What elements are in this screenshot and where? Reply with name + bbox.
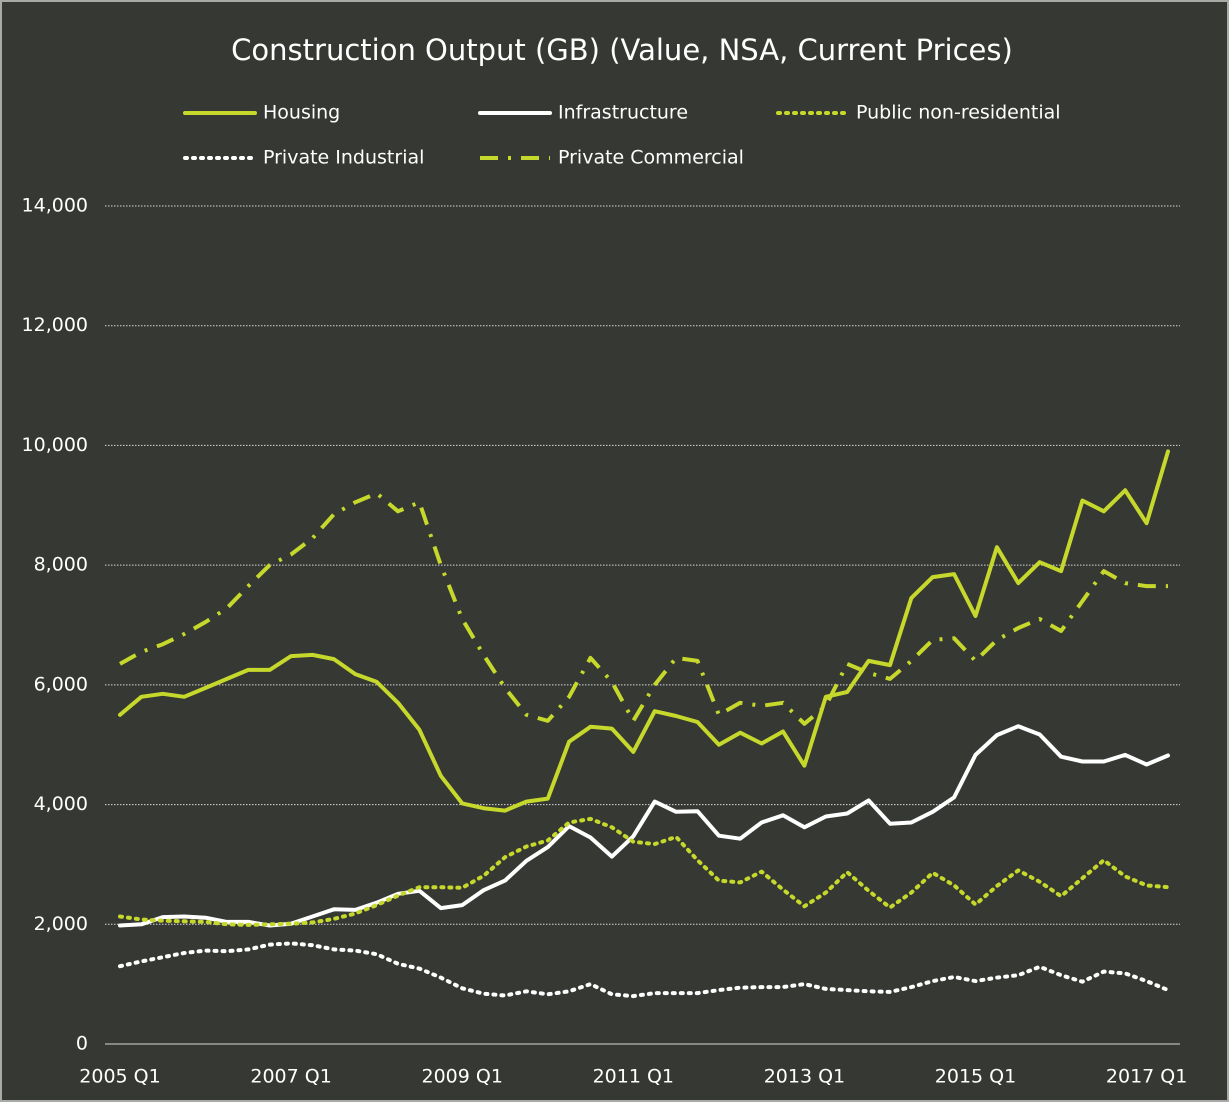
x-tick-label: 2015 Q1 xyxy=(935,1066,1016,1088)
y-tick-label: 12,000 xyxy=(22,314,88,336)
y-tick-label: 8,000 xyxy=(34,554,88,576)
series-line xyxy=(119,491,1168,726)
series-line xyxy=(118,941,1170,999)
x-tick-label: 2013 Q1 xyxy=(764,1066,845,1088)
legend-label: Public non-residential xyxy=(856,102,1061,124)
x-tick-label: 2017 Q1 xyxy=(1106,1066,1187,1088)
x-tick-label: 2005 Q1 xyxy=(79,1066,160,1088)
x-tick-label: 2011 Q1 xyxy=(593,1066,674,1088)
y-tick-label: 2,000 xyxy=(34,913,88,935)
y-tick-label: 0 xyxy=(76,1033,88,1055)
chart-title: Construction Output (GB) (Value, NSA, Cu… xyxy=(231,33,1013,67)
x-tick-label: 2009 Q1 xyxy=(421,1066,502,1088)
legend-label: Housing xyxy=(263,102,340,124)
legend-label: Infrastructure xyxy=(558,102,688,124)
series-line xyxy=(118,449,1170,813)
legend-label: Private Industrial xyxy=(263,147,424,169)
series-line xyxy=(118,816,1170,927)
y-tick-label: 10,000 xyxy=(22,434,88,456)
legend-label: Private Commercial xyxy=(558,147,744,169)
y-tick-label: 14,000 xyxy=(22,195,88,217)
x-tick-label: 2007 Q1 xyxy=(250,1066,331,1088)
y-tick-label: 4,000 xyxy=(34,793,88,815)
y-tick-label: 6,000 xyxy=(34,673,88,695)
